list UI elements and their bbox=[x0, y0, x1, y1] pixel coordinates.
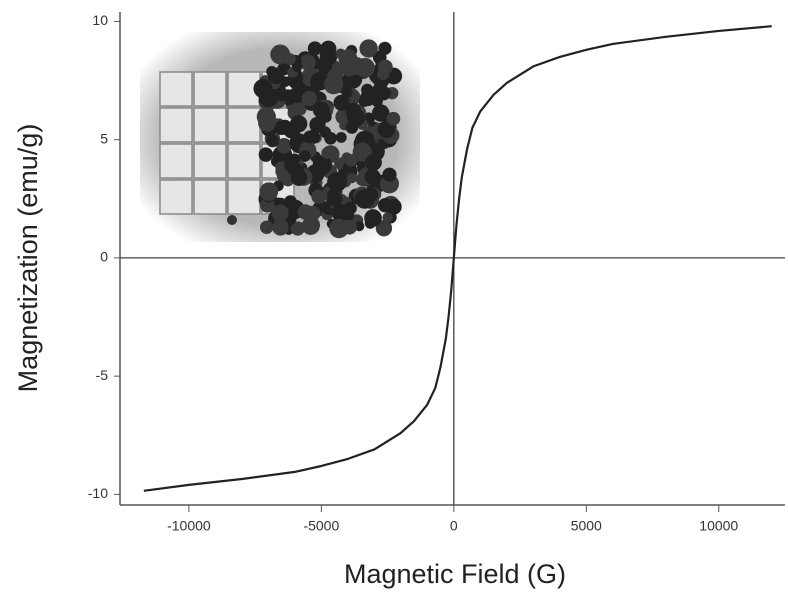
magnetic-particle bbox=[343, 201, 357, 215]
magnetic-particle bbox=[292, 61, 303, 73]
magnetic-particle bbox=[267, 67, 285, 85]
magnet-cube bbox=[193, 143, 227, 179]
magnet-cube bbox=[159, 143, 193, 179]
magnetic-particle bbox=[364, 209, 382, 227]
magnetic-particle bbox=[266, 134, 279, 148]
x-tick-label: -5000 bbox=[303, 518, 339, 534]
magnetic-particle bbox=[288, 77, 300, 89]
y-axis-label: Magnetization (emu/g) bbox=[13, 124, 43, 393]
y-tick-label: -10 bbox=[88, 485, 108, 501]
magnet-cube bbox=[193, 71, 227, 107]
magnetic-particle bbox=[346, 173, 357, 184]
magnetic-particle bbox=[299, 150, 311, 162]
magnetic-particle bbox=[372, 105, 385, 118]
x-tick-label: 0 bbox=[450, 518, 458, 534]
magnetic-particle bbox=[299, 54, 316, 71]
magnetic-particle bbox=[290, 221, 305, 236]
magnetic-particle bbox=[338, 49, 358, 69]
magnetic-particle bbox=[284, 157, 299, 173]
y-tick-label: 5 bbox=[100, 130, 108, 146]
magnetic-particle bbox=[321, 147, 334, 159]
magnetic-particle bbox=[290, 169, 308, 186]
magnetic-particle bbox=[355, 57, 375, 78]
x-tick-label: 5000 bbox=[571, 518, 602, 534]
magnet-cube bbox=[193, 179, 227, 215]
magnetic-particle bbox=[258, 113, 277, 132]
magnetic-particle bbox=[323, 74, 344, 95]
magnet-cube bbox=[227, 179, 261, 215]
magnetic-particle bbox=[359, 39, 378, 58]
magnetic-particle bbox=[377, 198, 393, 213]
curve bbox=[143, 25, 772, 492]
magnetic-particle bbox=[319, 162, 331, 174]
magnet-cube bbox=[159, 71, 193, 107]
x-tick-label: 10000 bbox=[699, 518, 738, 534]
magnetic-particle bbox=[345, 121, 359, 134]
y-tick-label: 10 bbox=[92, 12, 108, 28]
magnetic-particle bbox=[371, 95, 383, 107]
magnetic-particle bbox=[329, 218, 349, 239]
magnetic-particle bbox=[361, 83, 374, 96]
magnetic-particle bbox=[364, 168, 381, 185]
inset-photo bbox=[140, 32, 420, 242]
magnetic-particle bbox=[382, 167, 397, 182]
magnetic-particle bbox=[258, 147, 274, 162]
magnet-cube bbox=[193, 107, 227, 143]
magnetic-particle bbox=[274, 120, 290, 136]
magnet-cube bbox=[159, 107, 193, 143]
magnetic-particle bbox=[260, 220, 274, 235]
magnetic-particle bbox=[307, 41, 323, 56]
magnet-cube bbox=[227, 107, 261, 143]
magnetic-particle bbox=[271, 204, 289, 222]
magnetic-particle bbox=[378, 59, 393, 75]
magnetic-particle bbox=[333, 94, 350, 111]
magnetic-particle bbox=[311, 189, 326, 204]
x-axis-label: Magnetic Field (G) bbox=[344, 559, 566, 589]
magnetic-particle bbox=[365, 153, 382, 171]
magnet-cube bbox=[227, 143, 261, 179]
magnetic-particle bbox=[324, 131, 337, 145]
magnetic-particle bbox=[327, 172, 347, 192]
magnetic-particle bbox=[312, 101, 330, 119]
magnetic-particle bbox=[378, 41, 392, 55]
magnetic-particle bbox=[382, 212, 393, 223]
magnetic-particle bbox=[275, 87, 289, 102]
magnetic-particle bbox=[305, 205, 321, 222]
magnetic-particle bbox=[303, 130, 317, 144]
magnetic-particle bbox=[327, 189, 339, 201]
y-tick-label: -5 bbox=[96, 367, 109, 383]
magnetic-particle bbox=[272, 219, 289, 236]
magnetic-particle bbox=[358, 95, 370, 107]
magnetic-particle bbox=[364, 187, 379, 202]
magnetic-particle bbox=[333, 208, 346, 221]
magnetic-particle bbox=[386, 111, 401, 126]
magnetic-particle bbox=[290, 115, 308, 133]
magnetic-particle bbox=[259, 182, 279, 201]
magnetic-particle bbox=[276, 138, 292, 154]
y-tick-label: 0 bbox=[100, 249, 108, 265]
magnetic-particle bbox=[377, 120, 395, 139]
magnetic-particle bbox=[335, 131, 347, 143]
magnet-cube bbox=[159, 179, 193, 215]
magnetic-particle bbox=[275, 165, 289, 178]
magnetic-particle bbox=[301, 216, 320, 235]
magnetic-particle bbox=[270, 44, 291, 65]
magnetic-particle bbox=[309, 116, 326, 133]
magnetic-particle bbox=[284, 195, 297, 209]
magnetic-particle bbox=[321, 56, 333, 68]
magnetic-particle bbox=[344, 154, 358, 167]
x-tick-label: -10000 bbox=[167, 518, 211, 534]
magnetic-particle bbox=[354, 221, 365, 232]
magnetic-particle bbox=[288, 86, 306, 103]
magnetic-particle bbox=[375, 219, 393, 237]
magnetic-particle bbox=[253, 79, 273, 99]
magnetic-particle bbox=[227, 215, 237, 225]
magnetic-particle bbox=[301, 90, 317, 107]
